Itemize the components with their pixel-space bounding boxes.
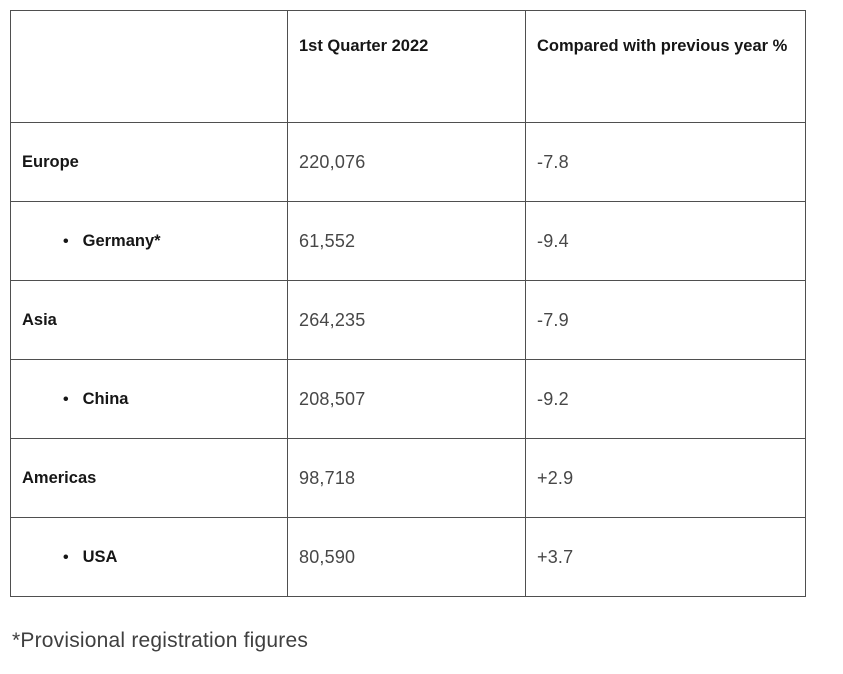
table-header-row: 1st Quarter 2022 Compared with previous … [10,10,806,123]
region-cell: • Germany* [10,201,288,281]
bullet-icon: • [63,232,69,250]
bullet-icon: • [63,390,69,408]
table-row-americas: Americas 98,718 +2.9 [10,438,806,518]
table-row-germany: • Germany* 61,552 -9.4 [10,201,806,281]
region-label: USA [82,547,118,566]
table-row-china: • China 208,507 -9.2 [10,359,806,439]
region-label: Europe [22,152,79,171]
registrations-table: 1st Quarter 2022 Compared with previous … [10,10,806,597]
change-value-cell: +3.7 [525,517,806,597]
change-value-cell: -9.2 [525,359,806,439]
region-cell: Europe [10,122,288,202]
header-cell-region [10,10,288,123]
region-label: Americas [22,468,97,487]
page: 1st Quarter 2022 Compared with previous … [10,10,806,652]
header-cell-quarter: 1st Quarter 2022 [287,10,526,123]
table-row-europe: Europe 220,076 -7.8 [10,122,806,202]
region-label: Germany* [82,231,161,250]
table-row-usa: • USA 80,590 +3.7 [10,517,806,597]
region-cell: Asia [10,280,288,360]
quarter-value-cell: 80,590 [287,517,526,597]
change-value-cell: +2.9 [525,438,806,518]
change-value-cell: -7.8 [525,122,806,202]
change-value-cell: -7.9 [525,280,806,360]
table-row-asia: Asia 264,235 -7.9 [10,280,806,360]
region-cell: • China [10,359,288,439]
region-cell: • USA [10,517,288,597]
footnote: *Provisional registration figures [12,629,309,652]
region-cell: Americas [10,438,288,518]
quarter-value-cell: 220,076 [287,122,526,202]
bullet-icon: • [63,548,69,566]
region-label: China [82,389,129,408]
region-label: Asia [22,310,57,329]
change-value-cell: -9.4 [525,201,806,281]
quarter-value-cell: 98,718 [287,438,526,518]
quarter-value-cell: 61,552 [287,201,526,281]
quarter-value-cell: 208,507 [287,359,526,439]
quarter-value-cell: 264,235 [287,280,526,360]
header-cell-compared: Compared with previous year % [525,10,806,123]
